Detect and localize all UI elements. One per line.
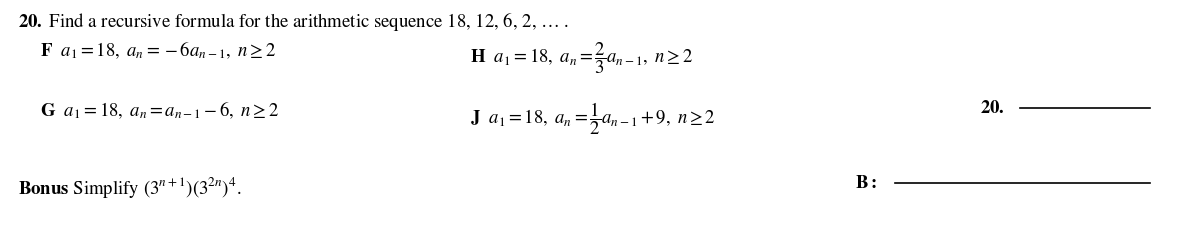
Text: $\mathbf{20.}$: $\mathbf{20.}$: [980, 100, 1004, 117]
Text: $\mathbf{J}$  $a_1 = 18,\ a_n = \dfrac{1}{2}a_{n-1} + 9,\ n \geq 2$: $\mathbf{J}$ $a_1 = 18,\ a_n = \dfrac{1}…: [470, 100, 715, 137]
Text: $\mathbf{H}$  $a_1 = 18,\ a_n = \dfrac{2}{3}a_{n-1},\ n \geq 2$: $\mathbf{H}$ $a_1 = 18,\ a_n = \dfrac{2}…: [470, 40, 694, 76]
Text: $\mathbf{Bonus}$ Simplify $(3^{n+1})(3^{2n})^4$.: $\mathbf{Bonus}$ Simplify $(3^{n+1})(3^{…: [18, 175, 241, 200]
Text: $\mathbf{F}$  $a_1 = 18,\ a_n = -6a_{n-1},\ n \geq 2$: $\mathbf{F}$ $a_1 = 18,\ a_n = -6a_{n-1}…: [40, 40, 276, 61]
Text: $\mathbf{G}$  $a_1 = 18,\ a_n = a_{n-1} - 6,\ n \geq 2$: $\mathbf{G}$ $a_1 = 18,\ a_n = a_{n-1} -…: [40, 100, 280, 121]
Text: $\mathbf{B:}$: $\mathbf{B:}$: [854, 175, 877, 192]
Text: $\mathbf{20.}$ Find a recursive formula for the arithmetic sequence 18, 12, 6, 2: $\mathbf{20.}$ Find a recursive formula …: [18, 10, 569, 33]
